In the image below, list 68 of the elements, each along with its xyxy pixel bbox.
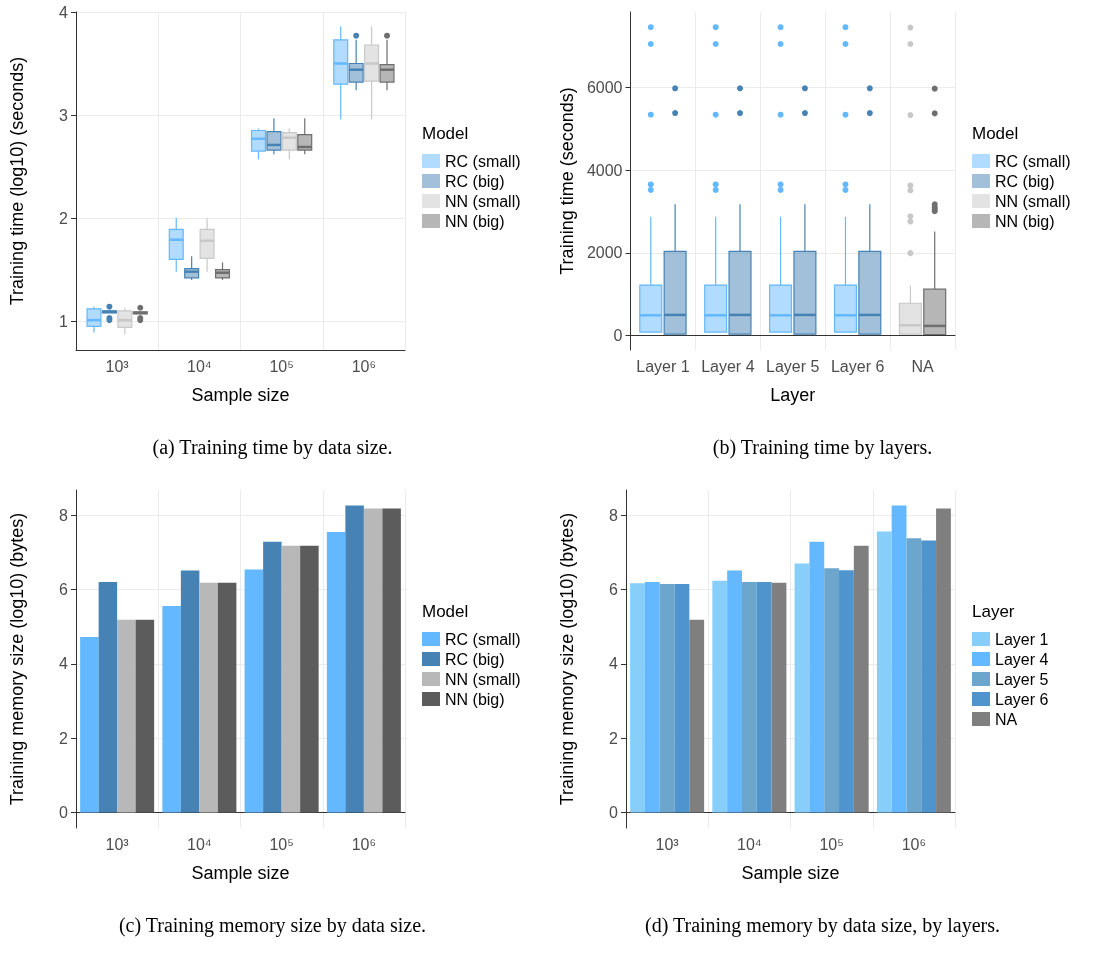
legend-title: Model — [422, 124, 469, 143]
legend-title: Layer — [972, 602, 1015, 621]
legend-title: Model — [422, 602, 469, 621]
y-axis-title: Training memory size (log10) (bytes) — [7, 512, 27, 806]
legend-label: Layer 5 — [995, 670, 1049, 688]
y-tick-label: 4 — [609, 655, 619, 673]
legend-label: RC (small) — [445, 152, 521, 170]
x-tick-label: 10⁶ — [901, 835, 927, 853]
y-tick-label: 8 — [609, 506, 619, 524]
legend-label: RC (big) — [445, 650, 505, 668]
y-axis-title: Training memory size (log10) (bytes) — [557, 512, 577, 806]
y-tick-label: 6 — [59, 581, 69, 599]
y-tick-label: 2000 — [586, 244, 623, 262]
x-tick-label: Layer 1 — [636, 357, 690, 375]
x-tick-label: NA — [911, 357, 934, 375]
y-tick-label: 0 — [59, 803, 69, 821]
x-tick-label: 10³ — [105, 357, 130, 375]
y-tick-label: 0 — [613, 327, 623, 345]
legend-label: NN (small) — [995, 192, 1071, 210]
x-axis-title: Layer — [770, 385, 816, 405]
x-axis-title: Sample size — [191, 863, 290, 883]
x-tick-label: 10⁵ — [819, 835, 844, 853]
legend-label: Layer 1 — [995, 630, 1049, 648]
text: (b) Training time by layers. — [712, 436, 933, 459]
x-tick-label: 10⁶ — [351, 357, 377, 375]
legend-label: NN (big) — [995, 212, 1055, 230]
y-tick-label: 8 — [59, 506, 69, 524]
y-axis-title: Training time (log10) (seconds) — [7, 56, 27, 306]
text: (c) Training memory size by data size. — [118, 914, 427, 937]
y-tick-label: 3 — [59, 106, 69, 124]
y-tick-label: 6000 — [586, 79, 623, 97]
x-tick-label: 10⁶ — [351, 835, 377, 853]
legend-label: NN (small) — [445, 192, 521, 210]
legend-label: Layer 4 — [995, 650, 1049, 668]
y-tick-label: 1 — [59, 312, 69, 330]
y-tick-label: 6 — [609, 581, 619, 599]
text: (a) Training time by data size. — [152, 436, 393, 459]
legend-label: RC (big) — [445, 172, 505, 190]
x-axis-title: Sample size — [741, 863, 840, 883]
legend-label: NN (small) — [445, 670, 521, 688]
y-tick-label: 2 — [59, 209, 69, 227]
legend-title: Model — [972, 124, 1019, 143]
x-tick-label: 10⁴ — [187, 835, 212, 853]
y-axis-title: Training time (seconds) — [557, 87, 577, 275]
legend-label: RC (small) — [445, 630, 521, 648]
y-tick-label: 4000 — [586, 161, 623, 179]
x-tick-label: Layer 6 — [830, 357, 885, 375]
x-tick-label: 10⁵ — [269, 835, 294, 853]
x-tick-label: Layer 5 — [766, 357, 820, 375]
x-tick-label: 10⁵ — [269, 357, 294, 375]
y-tick-label: 2 — [609, 729, 619, 747]
legend-label: RC (small) — [995, 152, 1071, 170]
x-tick-label: 10⁴ — [737, 835, 762, 853]
y-tick-label: 4 — [59, 655, 69, 673]
legend-label: NA — [995, 710, 1018, 728]
legend-label: NN (big) — [445, 690, 505, 708]
legend-label: NN (big) — [445, 212, 505, 230]
y-tick-label: 2 — [59, 729, 69, 747]
legend-label: Layer 6 — [995, 690, 1049, 708]
x-tick-label: 10³ — [655, 835, 680, 853]
x-tick-label: 10⁴ — [187, 357, 212, 375]
text: (d) Training memory by data size, by layers. — [645, 914, 1000, 937]
x-tick-label: 10³ — [105, 835, 130, 853]
legend-label: RC (big) — [995, 172, 1055, 190]
y-tick-label: 0 — [609, 803, 619, 821]
x-axis-title: Sample size — [191, 385, 290, 405]
x-tick-label: Layer 4 — [701, 357, 755, 375]
y-tick-label: 4 — [59, 3, 69, 21]
